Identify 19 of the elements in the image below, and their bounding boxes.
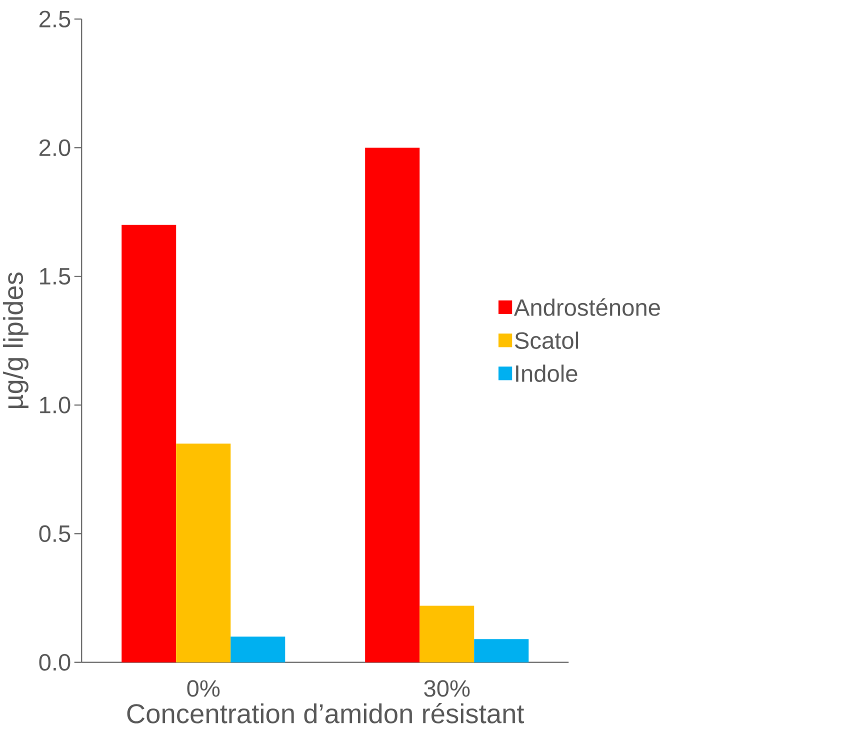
bar — [176, 444, 231, 662]
x-tick-label: 0% — [187, 680, 220, 697]
bar — [365, 148, 420, 662]
y-tick-label: 1.0 — [40, 396, 70, 414]
y-tick-label: 1.5 — [40, 268, 70, 285]
y-tick-label: 2.5 — [39, 10, 70, 28]
bar — [420, 606, 474, 662]
bar — [474, 639, 529, 662]
y-tick-label: 0.0 — [39, 654, 70, 671]
legend-label: Scatol — [514, 332, 578, 349]
legend-label: Indole — [516, 364, 578, 382]
y-tick-label: 0.5 — [39, 525, 70, 542]
y-axis-title: µg/g lipides — [3, 272, 28, 408]
bar — [230, 636, 286, 662]
x-axis-title: Concentration d’amidon résistant — [127, 702, 524, 724]
bar — [122, 224, 176, 662]
x-tick-label: 30% — [424, 680, 470, 697]
y-tick-label: 2.0 — [39, 139, 70, 156]
legend-label: Androsténone — [514, 298, 660, 316]
